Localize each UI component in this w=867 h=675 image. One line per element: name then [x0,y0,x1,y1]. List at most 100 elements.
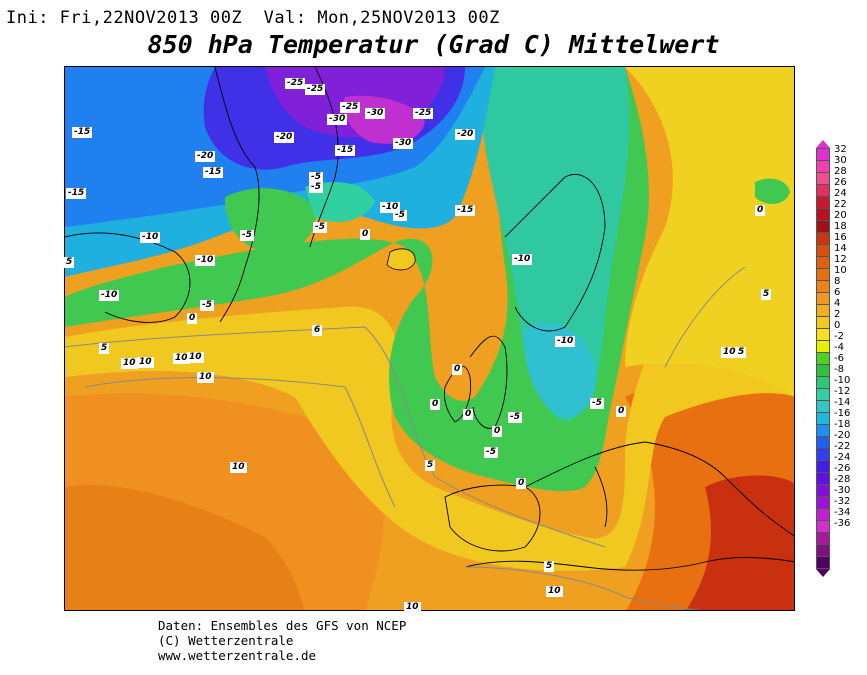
legend-swatch [816,341,830,353]
legend-value: 16 [834,232,847,243]
legend-swatch [816,329,830,341]
contour-label: 0 [452,364,463,375]
legend-labels: 32 30 28 26 24 22 20 18 16 14 12 10 8 6 4 2 0 -2 -4 -6 -8 -10… [834,144,850,529]
legend-swatch [816,461,830,473]
legend-swatch [816,365,830,377]
legend-value: -26 [834,463,851,474]
legend-value: -22 [834,441,851,452]
mild-region-northeast [625,67,794,396]
legend-value: 14 [834,243,847,254]
legend-value: 12 [834,254,847,265]
legend-swatch [816,197,830,209]
contour-label: -25 [413,108,434,119]
warm-core-sw [65,485,305,610]
isotherms [65,266,746,610]
contour-label: -20 [195,151,216,162]
legend-swatch [816,485,830,497]
contour-label: -5 [393,210,407,221]
contour-label: -5 [508,412,522,423]
legend-swatch [816,377,830,389]
legend-swatch [816,545,830,557]
britain-coast [469,335,508,429]
legend-value: 6 [834,287,841,298]
contour-label: -15 [66,188,87,199]
contour-label: 0 [492,426,503,437]
contour-label: 10 [721,347,738,358]
legend-value: 0 [834,320,841,331]
contour-label: -25 [340,102,361,113]
map-title: 850 hPa Temperatur (Grad C) Mittelwert [147,30,720,59]
contour-label: 5 [64,257,75,268]
legend-value: -20 [834,430,851,441]
baffin-coast [65,232,191,323]
legend-value: -34 [834,507,851,518]
legend-swatch [816,533,830,545]
legend-swatch [816,185,830,197]
legend-swatch [816,148,830,161]
contour-label: 0 [616,406,627,417]
italy-coast [594,466,608,528]
contour-label: -15 [335,145,356,156]
legend-value: 26 [834,177,847,188]
legend-bar [816,140,830,577]
legend-swatch [816,425,830,437]
contour-label: -25 [285,78,306,89]
legend-swatch [816,233,830,245]
greenland-west-coast [214,67,260,323]
legend-value: -24 [834,452,851,463]
legend-value: 18 [834,221,847,232]
legend-value: -6 [834,353,844,364]
contour-label: -15 [203,167,224,178]
legend-value: 30 [834,155,847,166]
init-time: Ini: Fri,22NOV2013 00Z [6,8,243,28]
contour-label: -5 [240,230,254,241]
run-info: Ini: Fri,22NOV2013 00Z Val: Mon,25NOV201… [6,8,500,28]
legend-swatch [816,449,830,461]
coldest-core-greenland [343,95,425,144]
legend-value: -30 [834,485,851,496]
contour-label: 10 [137,357,154,368]
legend-value: 2 [834,309,841,320]
contour-label: 0 [516,478,527,489]
contour-label: -5 [313,222,327,233]
contour-label: -15 [72,127,93,138]
legend-swatch [816,389,830,401]
valid-time: Val: Mon,25NOV2013 00Z [263,8,500,28]
contour-label: -10 [512,254,533,265]
data-credits: Daten: Ensembles des GFS von NCEP (C) We… [158,618,406,663]
contour-label: -5 [590,398,604,409]
iberia-coast [444,484,541,552]
contour-label: -10 [380,202,401,213]
pocket-northeast [755,178,790,204]
contour-label: 10 [121,358,138,369]
contour-label: 0 [187,313,198,324]
contour-label: 0 [755,205,766,216]
contour-label: -5 [484,447,498,458]
legend-value: 4 [834,298,841,309]
legend-value: 8 [834,276,841,287]
contour-label: 5 [99,343,110,354]
legend-value: -8 [834,364,844,375]
legend-swatch [816,521,830,533]
legend-swatch [816,401,830,413]
contour-label: -30 [327,114,348,125]
legend-swatch [816,161,830,173]
contour-label: -5 [309,172,323,183]
contour-label: -30 [393,138,414,149]
credit-line-url: www.wetterzentrale.de [158,648,317,663]
legend-swatch [816,281,830,293]
contour-label: 10 [187,352,204,363]
temperature-field [65,67,794,610]
contour-label: 10 [404,602,421,613]
legend-value: -36 [834,518,851,529]
contour-label: 10 [230,462,247,473]
north-africa-coast [464,557,794,571]
legend-swatch [816,257,830,269]
contour-label: 10 [197,372,214,383]
contour-label: -20 [274,132,295,143]
credit-line-copyright: (C) Wetterzentrale [158,633,294,648]
legend-value: -32 [834,496,851,507]
legend-value: -4 [834,342,844,353]
legend-swatch [816,353,830,365]
legend-swatch [816,173,830,185]
